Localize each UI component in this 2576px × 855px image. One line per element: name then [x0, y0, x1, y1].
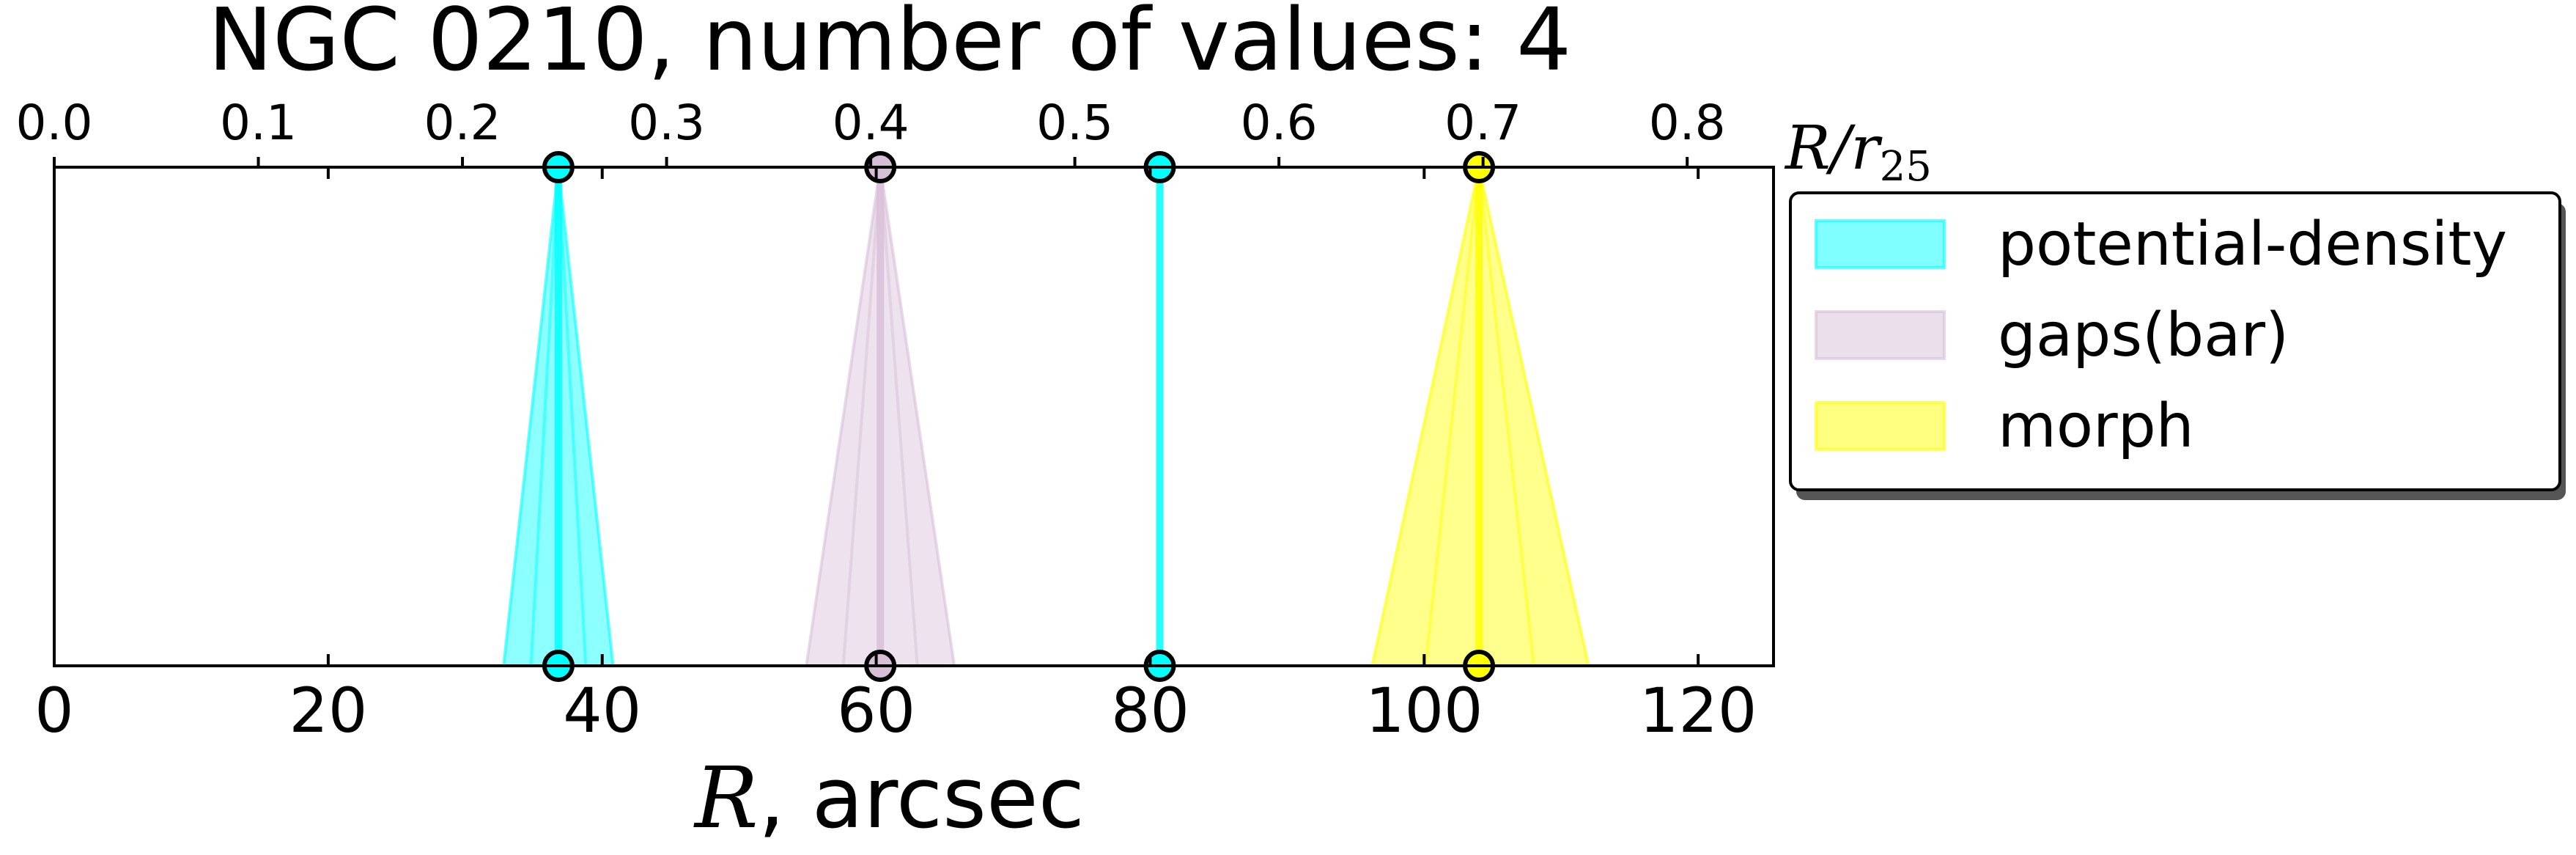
- bottom-axis: 0 20 40 60 80 100 120: [34, 167, 1757, 746]
- x-tick-label: 40: [563, 675, 641, 746]
- top-tick-label: 0.7: [1444, 95, 1521, 151]
- top-tick-label: 0.2: [424, 95, 501, 151]
- x-tick-label: 120: [1639, 675, 1757, 746]
- legend-label: gaps(bar): [1998, 301, 2289, 370]
- top-axis-label: R/r25: [1784, 114, 1932, 191]
- top-tick-label: 0.5: [1036, 95, 1113, 151]
- x-tick-label: 100: [1365, 675, 1483, 746]
- x-axis-label-unit: , arcsec: [759, 749, 1085, 848]
- legend-swatch: [1815, 219, 1946, 269]
- legend-swatch: [1815, 310, 1946, 360]
- x-tick-label: 0: [34, 675, 73, 746]
- legend-swatch: [1815, 401, 1946, 451]
- top-axis-label-var: R/r: [1784, 114, 1883, 183]
- top-axis: 0.0 0.1 0.2 0.3 0.4 0.5 0.6 0.7 0.8: [16, 95, 1726, 167]
- plot-area: [501, 151, 1591, 682]
- top-tick-label: 0.6: [1241, 95, 1318, 151]
- chart-title: NGC 0210, number of values: 4: [208, 0, 1571, 90]
- x-axis-label-var: R: [693, 749, 759, 848]
- plot-frame: [53, 166, 1775, 667]
- x-tick-label: 80: [1111, 675, 1189, 746]
- x-tick-label: 20: [289, 675, 367, 746]
- legend-box: [1789, 191, 2561, 491]
- legend-label: morph: [1998, 392, 2194, 461]
- legend: potential-density gaps(bar) morph: [1789, 191, 2566, 500]
- top-axis-label-sub: 25: [1880, 143, 1932, 191]
- legend-label: potential-density: [1998, 210, 2507, 279]
- top-tick-label: 0.8: [1649, 95, 1726, 151]
- x-axis-label: R, arcsec: [693, 749, 1085, 848]
- top-tick-label: 0.1: [220, 95, 297, 151]
- top-tick-label: 0.3: [628, 95, 705, 151]
- legend-items: potential-density gaps(bar) morph: [1815, 210, 2507, 461]
- top-tick-label: 0.0: [16, 95, 93, 151]
- x-tick-label: 60: [837, 675, 915, 746]
- top-tick-label: 0.4: [833, 95, 909, 151]
